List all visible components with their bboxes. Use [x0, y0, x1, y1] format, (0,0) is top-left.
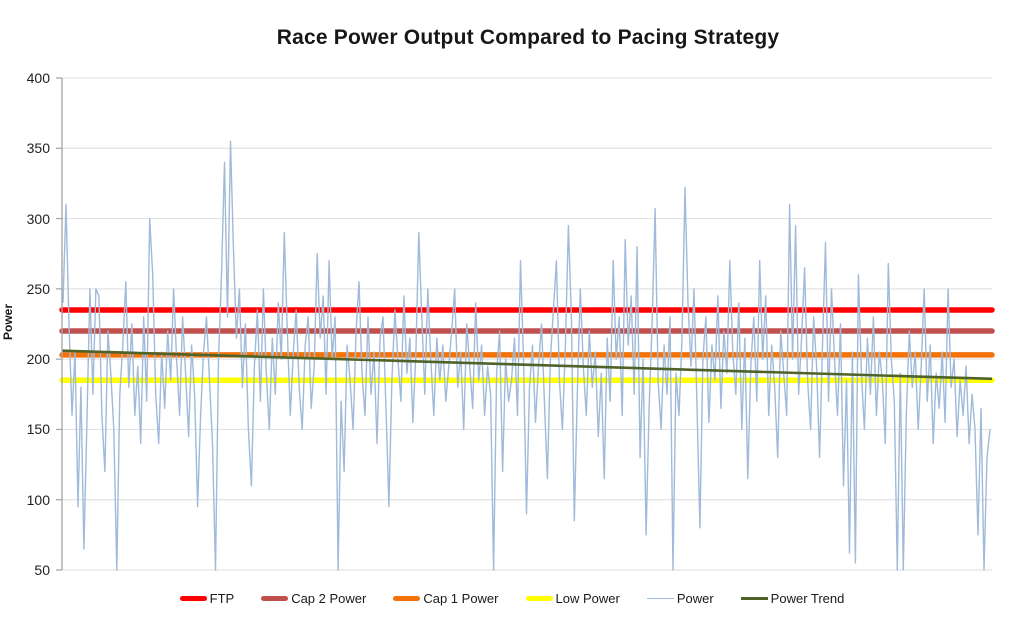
- legend-swatch-power-trend: [740, 597, 768, 600]
- legend-label-ftp: FTP: [209, 591, 235, 606]
- ytick-label-350: 350: [26, 140, 50, 157]
- legend-label-cap-2-power: Cap 2 Power: [291, 591, 367, 606]
- legend-swatch-cap-2-power: [261, 595, 289, 602]
- legend-label-cap-1-power: Cap 1 Power: [423, 591, 499, 606]
- legend-item-cap-1-power: Cap 1 Power: [393, 591, 499, 606]
- legend-label-low-power: Low Power: [555, 591, 620, 606]
- chart-legend: FTP Cap 2 Power Cap 1 Power Low Power Power P…: [0, 591, 1024, 606]
- ytick-label-50: 50: [34, 562, 50, 578]
- ytick-label-300: 300: [26, 210, 50, 227]
- series-trendline-power-trend: [61, 349, 993, 381]
- ytick-label-150: 150: [26, 421, 50, 438]
- legend-swatch-low-power: [525, 595, 553, 602]
- legend-item-low-power: Low Power: [525, 591, 620, 606]
- ytick-label-100: 100: [26, 491, 50, 508]
- chart-title: Race Power Output Compared to Pacing Str…: [276, 26, 780, 49]
- legend-swatch-ftp: [179, 595, 207, 602]
- legend-item-cap-2-power: Cap 2 Power: [261, 591, 366, 606]
- ytick-label-400: 400: [26, 70, 50, 86]
- ytick-label-200: 200: [26, 351, 50, 368]
- legend-swatch-cap-1-power: [393, 595, 421, 602]
- series-line-power: [62, 140, 991, 571]
- legend-label-power-trend: Power Trend: [770, 591, 845, 606]
- legend-item-power: Power: [646, 591, 714, 606]
- legend-swatch-power: [646, 597, 674, 600]
- legend-label-power: Power: [676, 591, 714, 606]
- legend-item-power-trend: Power Trend: [740, 591, 845, 606]
- legend-item-ftp: FTP: [179, 591, 235, 606]
- ytick-label-250: 250: [26, 280, 50, 297]
